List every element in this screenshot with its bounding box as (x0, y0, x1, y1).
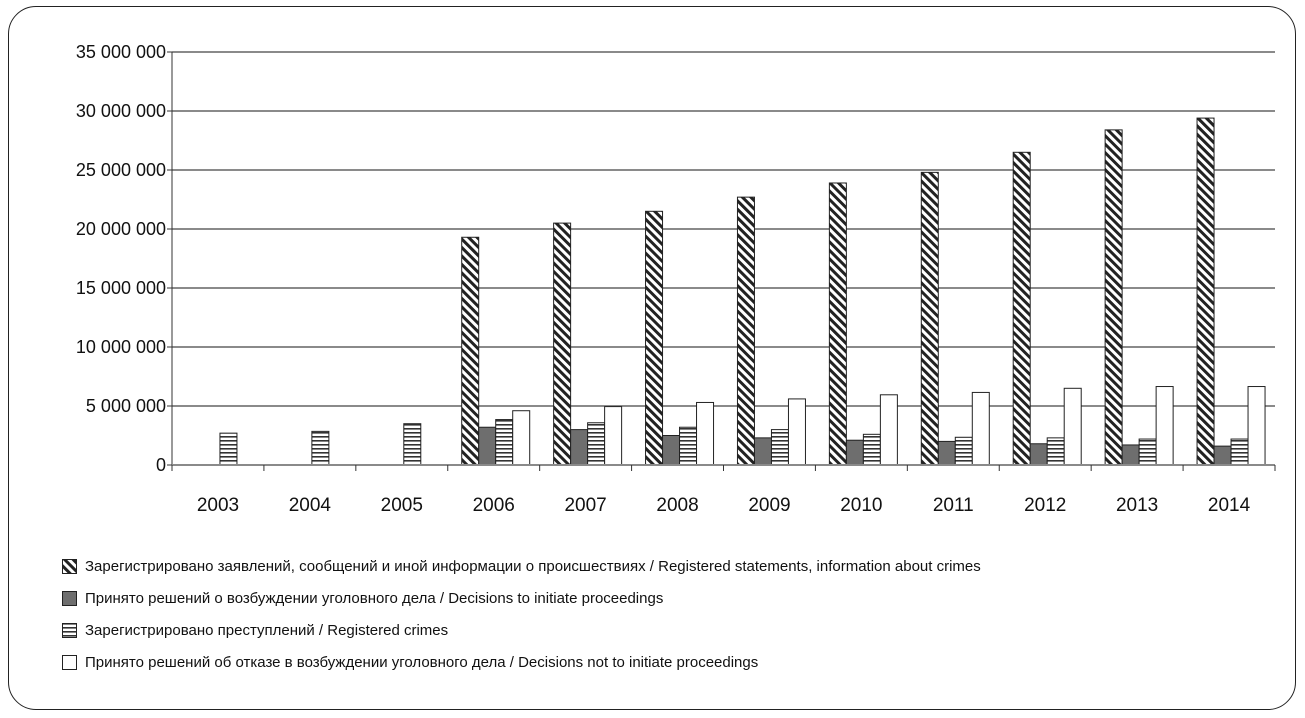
bar-white-2012 (1063, 387, 1082, 466)
bar-horizontal-stripes-2014 (1230, 438, 1249, 466)
bar-horizontal-stripes-2007 (587, 422, 606, 466)
y-tick-label: 10 000 000 (76, 337, 166, 357)
bar-solid-gray-2008 (662, 435, 681, 466)
bar-white-2011 (971, 391, 990, 466)
bar-horizontal-stripes-2012 (1046, 437, 1065, 466)
y-tick-label: 25 000 000 (76, 160, 166, 180)
legend-swatch-white (62, 654, 77, 670)
bar-horizontal-stripes-2013 (1138, 438, 1157, 466)
y-tick-label: 15 000 000 (76, 278, 166, 298)
x-tick-labels: 2003 2004 2005 2006 2007 2008 2009 2010 2011 2012… (197, 495, 1251, 516)
grid-layer (167, 51, 1275, 466)
legend-label: Зарегистрировано преступлений / Register… (85, 621, 449, 639)
x-tick-label: 2004 (289, 495, 332, 516)
bar-solid-gray-2012 (1029, 443, 1048, 466)
x-tick-label: 2006 (473, 495, 515, 516)
bar-horizontal-stripes-2010 (862, 433, 881, 466)
bar-horizontal-stripes-2008 (679, 426, 698, 466)
y-tick-labels: 0 5 000 000 10 000 000 15 000 000 20 000 000… (76, 42, 166, 475)
bar-white-2007 (604, 406, 623, 466)
bar-horizontal-stripes-2004 (311, 430, 330, 466)
bar-diagonal-hatch-2008 (645, 210, 664, 466)
x-tick-label: 2003 (197, 495, 239, 516)
bars-layer (219, 117, 1266, 466)
bar-white-2010 (879, 394, 898, 466)
legend-swatch-solid (62, 590, 77, 606)
bar-horizontal-stripes-2006 (495, 419, 514, 466)
legend: Зарегистрировано заявлений, сообщений и … (62, 556, 981, 684)
x-tick-label: 2009 (748, 495, 790, 516)
x-tick-label: 2005 (381, 495, 423, 516)
bar-horizontal-stripes-2009 (770, 429, 789, 466)
axis-layer (171, 52, 1276, 471)
bar-solid-gray-2011 (937, 440, 956, 466)
y-tick-label: 5 000 000 (86, 396, 166, 416)
bar-solid-gray-2006 (478, 426, 497, 466)
bar-horizontal-stripes-2003 (219, 432, 238, 466)
legend-label: Зарегистрировано заявлений, сообщений и … (85, 557, 981, 575)
x-tick-label: 2008 (656, 495, 698, 516)
bar-diagonal-hatch-2013 (1104, 129, 1123, 466)
y-tick-label: 35 000 000 (76, 42, 166, 62)
x-tick-label: 2011 (933, 495, 974, 516)
bar-horizontal-stripes-2011 (954, 436, 973, 466)
bar-diagonal-hatch-2009 (736, 196, 755, 466)
bar-diagonal-hatch-2012 (1012, 151, 1031, 466)
legend-item-registered-statements: Зарегистрировано заявлений, сообщений и … (62, 556, 981, 576)
bar-white-2014 (1247, 386, 1266, 466)
legend-swatch-diagonal (62, 558, 77, 574)
bar-white-2013 (1155, 386, 1174, 466)
x-tick-label: 2013 (1116, 495, 1158, 516)
legend-label: Принято решений об отказе в возбуждении … (85, 653, 759, 671)
bar-diagonal-hatch-2007 (553, 222, 572, 466)
bar-solid-gray-2010 (845, 439, 864, 466)
y-tick-label: 30 000 000 (76, 101, 166, 121)
bar-white-2008 (696, 401, 715, 466)
bar-solid-gray-2014 (1213, 445, 1232, 466)
bar-white-2009 (787, 398, 806, 466)
legend-item-not-initiate-proceedings: Принято решений об отказе в возбуждении … (62, 652, 981, 672)
bar-diagonal-hatch-2011 (920, 171, 939, 466)
y-tick-label: 20 000 000 (76, 219, 166, 239)
legend-label: Принято решений о возбуждении уголовного… (85, 589, 664, 607)
legend-swatch-horizontal (62, 622, 77, 638)
bar-diagonal-hatch-2014 (1196, 117, 1215, 466)
bar-diagonal-hatch-2006 (461, 236, 480, 466)
x-tick-label: 2014 (1208, 495, 1251, 516)
bar-white-2006 (512, 410, 531, 466)
bar-solid-gray-2013 (1121, 444, 1140, 466)
legend-item-registered-crimes: Зарегистрировано преступлений / Register… (62, 620, 981, 640)
legend-item-initiate-proceedings: Принято решений о возбуждении уголовного… (62, 588, 981, 608)
x-tick-label: 2007 (564, 495, 606, 516)
x-tick-label: 2012 (1024, 495, 1066, 516)
bar-solid-gray-2009 (753, 437, 772, 466)
y-tick-label: 0 (156, 455, 166, 475)
bar-diagonal-hatch-2010 (828, 182, 847, 466)
bar-solid-gray-2007 (570, 429, 589, 466)
bar-horizontal-stripes-2005 (403, 423, 422, 466)
x-tick-label: 2010 (840, 495, 882, 516)
